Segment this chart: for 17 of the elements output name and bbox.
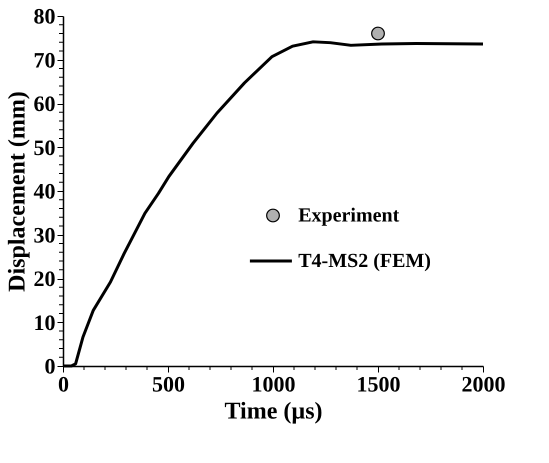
x-tick-label: 1500 bbox=[356, 372, 400, 396]
y-tick-label: 10 bbox=[34, 310, 56, 335]
y-tick-label: 50 bbox=[34, 134, 56, 160]
legend-label: Experiment bbox=[298, 204, 400, 226]
y-tick-label: 30 bbox=[34, 222, 56, 248]
x-tick-label: 1000 bbox=[252, 372, 296, 396]
x-tick-label: 2000 bbox=[462, 372, 506, 396]
y-tick-label: 60 bbox=[34, 91, 56, 116]
y-tick-label: 70 bbox=[34, 47, 56, 72]
y-axis-title: Displacement (mm) bbox=[4, 91, 30, 292]
y-tick-label: 0 bbox=[44, 354, 56, 378]
legend-label: T4-MS2 (FEM) bbox=[298, 250, 431, 272]
x-axis-title: Time (µs) bbox=[224, 398, 323, 424]
y-tick-label: 40 bbox=[34, 178, 56, 204]
x-tick-label: 500 bbox=[152, 372, 185, 396]
y-tick-label: 80 bbox=[34, 4, 56, 28]
y-tick-label: 20 bbox=[34, 266, 56, 291]
